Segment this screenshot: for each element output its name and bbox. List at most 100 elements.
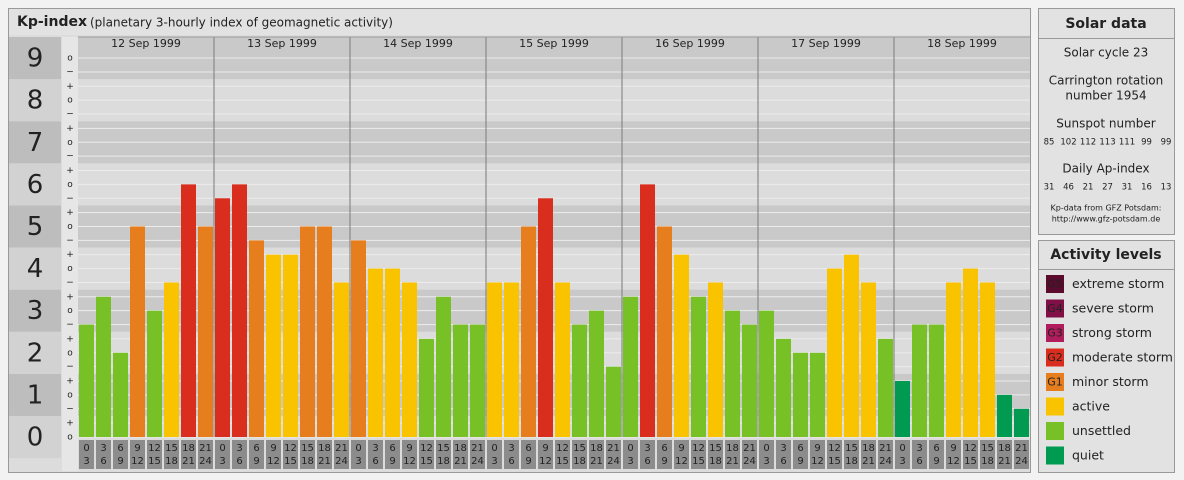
x-tick-label: 24 [471,456,484,467]
y-tick-label: 2 [27,338,44,368]
hour-box [742,440,757,469]
minor-tick-label: + [66,166,74,176]
hour-box [368,440,383,469]
x-tick-label: 6 [780,456,786,467]
x-tick-label: 15 [420,456,433,467]
carrington: Carrington rotation [1049,74,1163,88]
bar [436,296,451,437]
bar [555,282,570,437]
hour-box [827,440,842,469]
x-tick-label: 18 [454,443,467,454]
hour-box [181,440,196,469]
x-tick-label: 3 [763,456,769,467]
bar [521,226,536,437]
legend-swatch [1046,373,1064,391]
minor-tick-label: o [67,306,73,316]
bar [946,282,961,437]
bar [538,198,553,437]
x-tick-label: 24 [1015,456,1028,467]
y-tick-label: 5 [27,212,44,242]
legend-badge: G5 [1047,278,1063,291]
x-tick-label: 15 [573,443,586,454]
y-tick-label: 9 [27,44,44,74]
x-tick-label: 12 [420,443,433,454]
hour-box [436,440,451,469]
bar [198,226,213,437]
bar [283,254,298,437]
x-tick-label: 9 [406,443,412,454]
hour-box [878,440,893,469]
bar [147,310,162,437]
chart-subtitle: (planetary 3-hourly index of geomagnetic… [90,16,393,30]
hour-box [589,440,604,469]
y-tick-label: 3 [27,296,44,326]
x-tick-label: 3 [508,443,514,454]
bar [793,352,808,437]
legend-swatch [1046,324,1064,342]
x-tick-label: 3 [100,443,106,454]
minor-tick-label: + [66,377,74,387]
x-tick-label: 18 [981,456,994,467]
x-tick-label: 12 [811,456,824,467]
legend-swatch [1046,422,1064,440]
y-tick-label: 6 [27,170,44,200]
x-tick-label: 18 [301,456,314,467]
x-tick-label: 15 [437,443,450,454]
x-tick-label: 21 [182,456,195,467]
x-tick-label: 21 [879,443,892,454]
x-tick-label: 21 [199,443,212,454]
x-tick-label: 24 [199,456,212,467]
minor-tick-label: o [67,180,73,190]
hour-box [606,440,621,469]
x-tick-label: 6 [661,443,667,454]
day-label: 17 Sep 1999 [791,37,861,50]
sunspot-value: 111 [1119,138,1135,148]
y-band [9,205,61,248]
day-label: 16 Sep 1999 [655,37,725,50]
day-label: 13 Sep 1999 [247,37,317,50]
x-tick-label: 0 [763,443,769,454]
x-tick-label: 6 [508,456,514,467]
x-tick-label: 6 [797,443,803,454]
bar [96,296,111,437]
x-tick-label: 18 [437,456,450,467]
hour-box [861,440,876,469]
source: http://www.gfz-potsdam.de [1052,215,1161,224]
x-tick-label: 21 [998,456,1011,467]
x-tick-label: 15 [301,443,314,454]
sunspot-value: 99 [1141,138,1152,148]
x-tick-label: 21 [726,456,739,467]
x-tick-label: 3 [491,456,497,467]
x-tick-label: 15 [981,443,994,454]
bar [929,324,944,437]
x-tick-label: 3 [372,443,378,454]
hour-box [708,440,723,469]
hour-box [538,440,553,469]
x-tick-label: 21 [335,443,348,454]
bar [691,296,706,437]
x-tick-label: 3 [916,443,922,454]
legend-label: minor storm [1072,374,1149,389]
x-tick-label: 18 [590,443,603,454]
x-tick-label: 12 [675,456,688,467]
x-tick-label: 18 [165,456,178,467]
x-tick-label: 6 [253,443,259,454]
minor-tick-label: + [66,82,74,92]
x-tick-label: 12 [403,456,416,467]
minor-tick-label: − [66,152,74,162]
y-tick-label: 0 [27,423,44,453]
hour-box [555,440,570,469]
minor-tick-label: o [67,433,73,443]
bar [487,282,502,437]
bar [453,324,468,437]
bar [385,268,400,437]
x-tick-label: 9 [678,443,684,454]
hour-box [640,440,655,469]
x-tick-label: 3 [627,456,633,467]
x-tick-label: 0 [83,443,89,454]
hour-box [691,440,706,469]
x-tick-label: 12 [131,456,144,467]
x-tick-label: 3 [780,443,786,454]
minor-tick-label: o [67,54,73,64]
